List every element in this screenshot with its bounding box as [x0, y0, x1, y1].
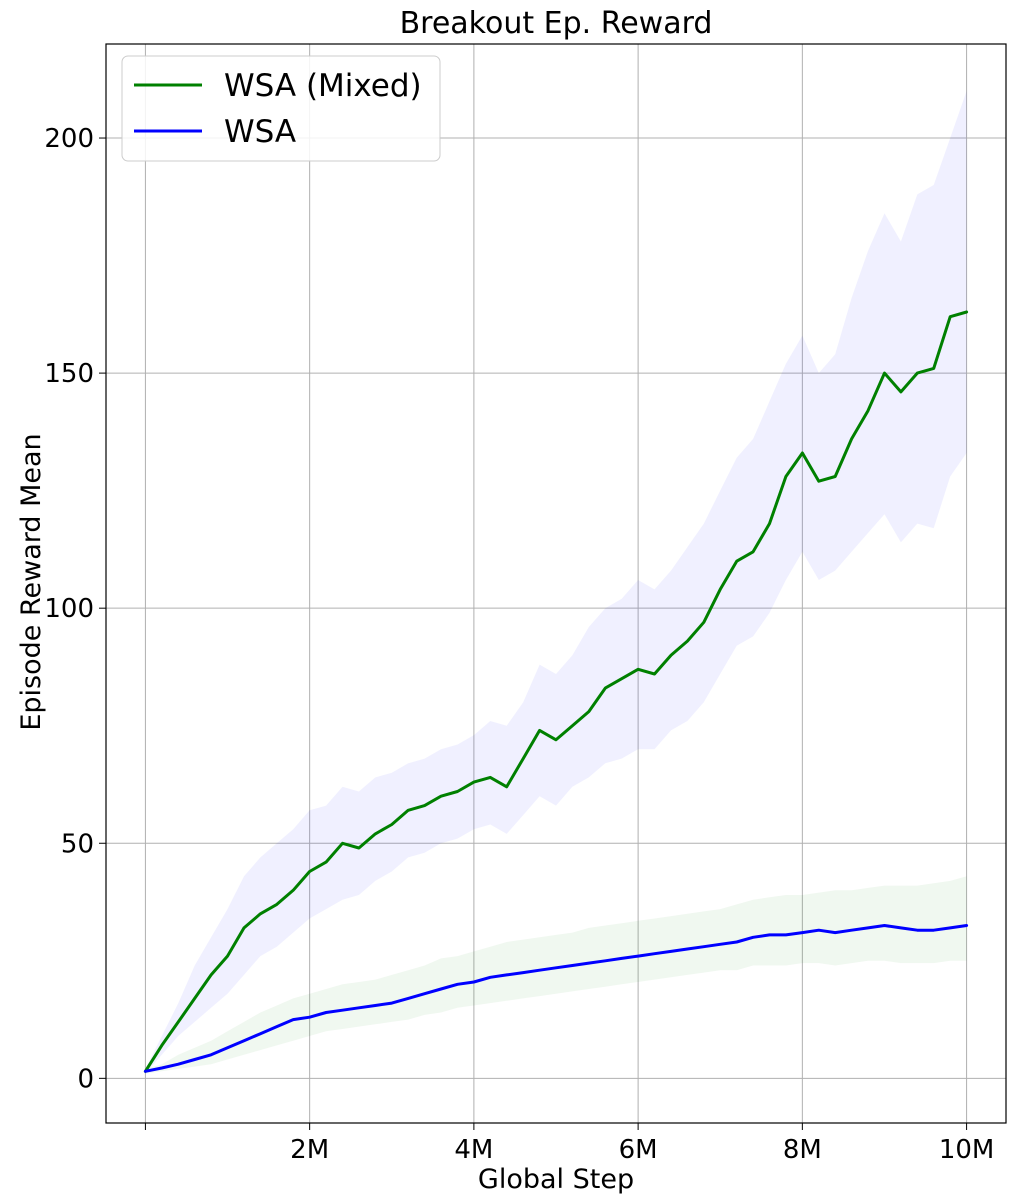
y-tick-label: 0: [77, 1064, 94, 1094]
x-tick-label: 6M: [619, 1135, 658, 1165]
y-tick-label: 200: [44, 124, 94, 154]
series-lines: [143, 310, 969, 1073]
y-tick-label: 100: [44, 594, 94, 624]
x-axis-label: Global Step: [478, 1164, 634, 1195]
y-tick-label: 150: [44, 359, 94, 389]
x-tick-label: 10M: [939, 1135, 995, 1165]
x-tick-label: 2M: [290, 1135, 329, 1165]
y-tick-label: 50: [61, 829, 94, 859]
band-wsa: [145, 876, 967, 1074]
legend-label-wsa-mixed: WSA (Mixed): [224, 68, 422, 104]
y-axis-label: Episode Reward Mean: [16, 433, 47, 730]
plot-frame: [105, 43, 1007, 1124]
x-tick-label: 8M: [783, 1135, 822, 1165]
series-line-wsa: [143, 924, 969, 1073]
chart-title: Breakout Ep. Reward: [400, 6, 713, 41]
x-tick-label: 4M: [454, 1135, 493, 1165]
legend: WSA (Mixed) WSA: [121, 55, 441, 162]
legend-label-wsa: WSA: [224, 114, 296, 150]
legend-box: [121, 55, 441, 162]
band-wsa-mixed: [145, 91, 967, 1074]
series-line-wsa-mixed: [143, 310, 969, 1073]
confidence-bands: [145, 91, 967, 1074]
ticks: 2M 4M 6M 8M 10M 0 50 100 150 200: [44, 124, 994, 1165]
